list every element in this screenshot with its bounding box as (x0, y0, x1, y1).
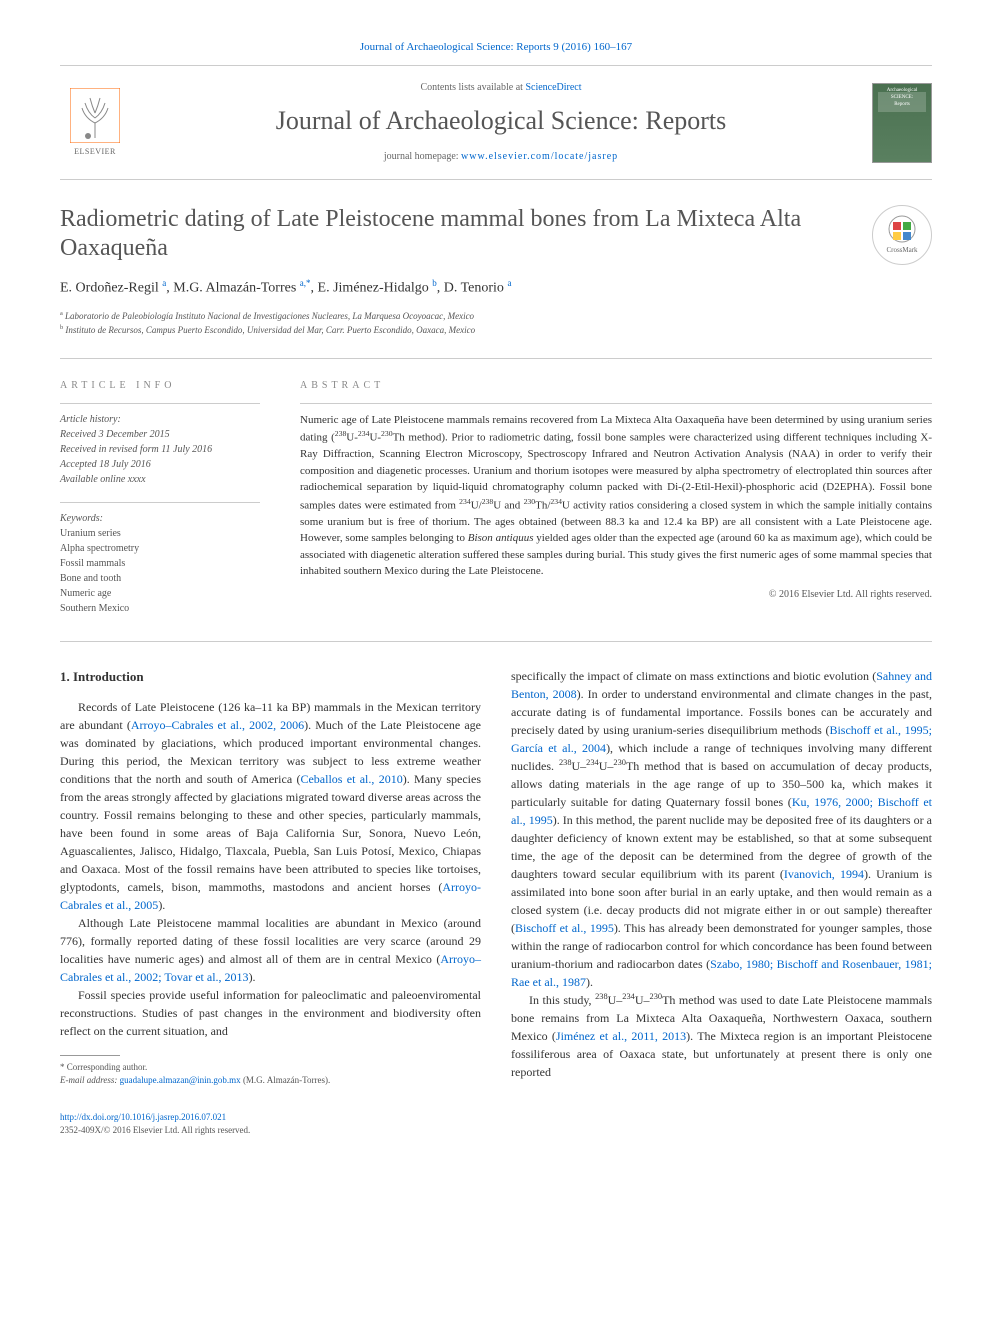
abstract-divider (300, 403, 932, 404)
cover-text-2: SCIENCE: (876, 94, 928, 101)
keyword-2: Alpha spectrometry (60, 541, 260, 556)
journal-cover-thumbnail: Archaeological SCIENCE: Reports (872, 83, 932, 163)
author-list: E. Ordoñez-Regil a, M.G. Almazán-Torres … (60, 277, 852, 298)
page-footer: http://dx.doi.org/10.1016/j.jasrep.2016.… (60, 1111, 932, 1136)
aff-link-b[interactable]: b (432, 278, 437, 288)
keyword-5: Numeric age (60, 586, 260, 601)
affiliations: a Laboratorio de Paleobiología Instituto… (60, 309, 852, 338)
divider (60, 358, 932, 359)
intro-heading: 1. Introduction (60, 667, 481, 687)
author-4: D. Tenorio (444, 281, 504, 296)
history-received: Received 3 December 2015 (60, 427, 260, 442)
article-title: Radiometric dating of Late Pleistocene m… (60, 205, 852, 263)
sciencedirect-link[interactable]: ScienceDirect (525, 82, 581, 93)
corresponding-label: * Corresponding author. (60, 1061, 481, 1074)
info-divider (60, 403, 260, 404)
para-5: In this study, 238U–234U–230Th method wa… (511, 991, 932, 1081)
history-revised: Received in revised form 11 July 2016 (60, 442, 260, 457)
para-4: specifically the impact of climate on ma… (511, 667, 932, 991)
homepage-prefix: journal homepage: (384, 151, 461, 162)
keyword-1: Uranium series (60, 526, 260, 541)
affiliation-b: b Instituto de Recursos, Campus Puerto E… (60, 323, 852, 338)
homepage-line: journal homepage: www.elsevier.com/locat… (130, 150, 872, 164)
cite-link[interactable]: Arroyo–Cabrales et al., 2002; Tovar et a… (60, 952, 481, 984)
email-attribution: (M.G. Almazán-Torres). (241, 1075, 331, 1085)
cite-link[interactable]: Arroyo-Cabrales et al., 2005 (60, 880, 481, 912)
issn-copyright: 2352-409X/© 2016 Elsevier Ltd. All right… (60, 1124, 932, 1137)
abstract-text: Numeric age of Late Pleistocene mammals … (300, 412, 932, 580)
body-columns: 1. Introduction Records of Late Pleistoc… (60, 667, 932, 1087)
contents-prefix: Contents lists available at (420, 82, 525, 93)
cite-link[interactable]: Ku, 1976, 2000; Bischoff et al., 1995 (511, 795, 932, 827)
cite-link[interactable]: Sahney and Benton, 2008 (511, 669, 932, 701)
abstract: ABSTRACT Numeric age of Late Pleistocene… (300, 379, 932, 616)
article-info-label: ARTICLE INFO (60, 379, 260, 393)
cite-link[interactable]: Arroyo–Cabrales et al., 2002, 2006 (131, 718, 304, 732)
author-3: E. Jiménez-Hidalgo (318, 281, 429, 296)
email-label: E-mail address: (60, 1075, 120, 1085)
author-1: E. Ordoñez-Regil (60, 281, 159, 296)
aff-link-a[interactable]: a (162, 278, 166, 288)
keyword-3: Fossil mammals (60, 556, 260, 571)
cite-link[interactable]: Jiménez et al., 2011, 2013 (556, 1029, 686, 1043)
homepage-link[interactable]: www.elsevier.com/locate/jasrep (461, 151, 618, 162)
cite-link[interactable]: Ivanovich, 1994 (784, 867, 864, 881)
para-2: Although Late Pleistocene mammal localit… (60, 914, 481, 986)
corresponding-footnote: * Corresponding author. E-mail address: … (60, 1061, 481, 1086)
header-citation-link[interactable]: Journal of Archaeological Science: Repor… (360, 41, 632, 53)
column-right: specifically the impact of climate on ma… (511, 667, 932, 1087)
elsevier-tree-icon (70, 88, 120, 143)
history-online: Available online xxxx (60, 472, 260, 487)
masthead-center: Contents lists available at ScienceDirec… (130, 81, 872, 163)
abstract-copyright: © 2016 Elsevier Ltd. All rights reserved… (300, 588, 932, 602)
cite-link[interactable]: Bischoff et al., 1995; García et al., 20… (511, 723, 932, 755)
corresponding-marker[interactable]: * (306, 278, 311, 288)
para-1: Records of Late Pleistocene (126 ka–11 k… (60, 698, 481, 914)
cite-link[interactable]: Ceballos et al., 2010 (300, 772, 402, 786)
keywords-label: Keywords: (60, 511, 260, 526)
aff-link-a2[interactable]: a (507, 278, 511, 288)
history-label: Article history: (60, 412, 260, 427)
running-header: Journal of Archaeological Science: Repor… (60, 40, 932, 55)
doi-link[interactable]: http://dx.doi.org/10.1016/j.jasrep.2016.… (60, 1112, 226, 1122)
history-accepted: Accepted 18 July 2016 (60, 457, 260, 472)
article-info: ARTICLE INFO Article history: Received 3… (60, 379, 260, 616)
elsevier-logo: ELSEVIER (60, 83, 130, 163)
abstract-label: ABSTRACT (300, 379, 932, 393)
crossmark-label: CrossMark (886, 246, 917, 256)
affiliation-a: a Laboratorio de Paleobiología Instituto… (60, 309, 852, 324)
article-header: Radiometric dating of Late Pleistocene m… (60, 205, 932, 338)
crossmark-icon (887, 214, 917, 244)
cover-text-3: Reports (876, 101, 928, 108)
contents-line: Contents lists available at ScienceDirec… (130, 81, 872, 95)
divider-2 (60, 641, 932, 642)
info-abstract-row: ARTICLE INFO Article history: Received 3… (60, 379, 932, 616)
info-divider-2 (60, 502, 260, 503)
keyword-4: Bone and tooth (60, 571, 260, 586)
para-3: Fossil species provide useful informatio… (60, 986, 481, 1040)
footnote-separator (60, 1055, 120, 1056)
email-line: E-mail address: guadalupe.almazan@inin.g… (60, 1074, 481, 1087)
column-left: 1. Introduction Records of Late Pleistoc… (60, 667, 481, 1087)
email-link[interactable]: guadalupe.almazan@inin.gob.mx (120, 1075, 241, 1085)
crossmark-badge[interactable]: CrossMark (872, 205, 932, 265)
article-history: Article history: Received 3 December 201… (60, 412, 260, 487)
journal-name: Journal of Archaeological Science: Repor… (130, 103, 872, 139)
author-2: M.G. Almazán-Torres (173, 281, 296, 296)
keywords: Keywords: Uranium series Alpha spectrome… (60, 511, 260, 616)
keyword-6: Southern Mexico (60, 601, 260, 616)
cite-link[interactable]: Szabo, 1980; Bischoff and Rosenbauer, 19… (511, 957, 932, 989)
masthead: ELSEVIER Contents lists available at Sci… (60, 65, 932, 179)
cover-text-1: Archaeological (876, 87, 928, 94)
cite-link[interactable]: Bischoff et al., 1995 (515, 921, 614, 935)
elsevier-label: ELSEVIER (74, 146, 116, 157)
